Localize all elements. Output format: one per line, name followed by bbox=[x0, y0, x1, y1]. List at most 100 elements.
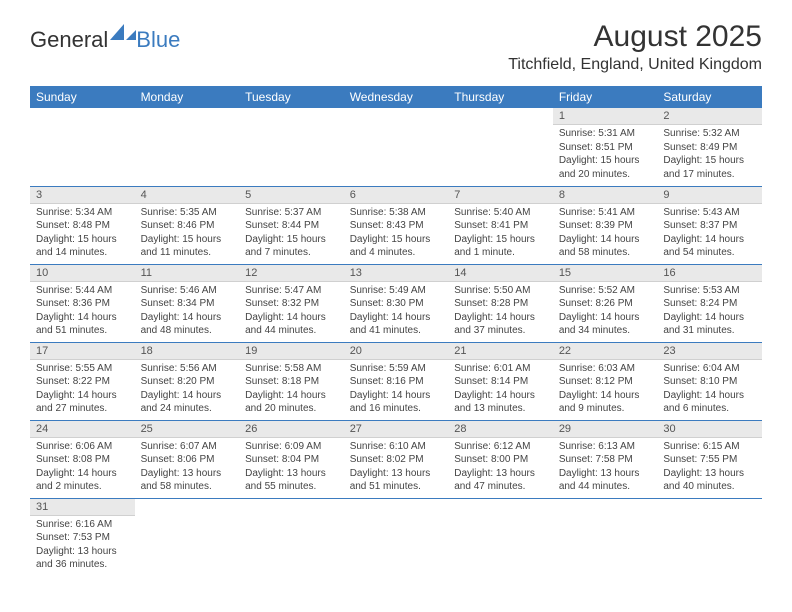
day-number: 14 bbox=[448, 265, 553, 282]
day-number: 28 bbox=[448, 421, 553, 438]
calendar-cell: 6Sunrise: 5:38 AMSunset: 8:43 PMDaylight… bbox=[344, 186, 449, 264]
calendar-cell: 22Sunrise: 6:03 AMSunset: 8:12 PMDayligh… bbox=[553, 342, 658, 420]
logo-text-general: General bbox=[30, 27, 108, 53]
day-number: 31 bbox=[30, 499, 135, 516]
calendar-cell: 5Sunrise: 5:37 AMSunset: 8:44 PMDaylight… bbox=[239, 186, 344, 264]
calendar-cell: 9Sunrise: 5:43 AMSunset: 8:37 PMDaylight… bbox=[657, 186, 762, 264]
day-data: Sunrise: 5:53 AMSunset: 8:24 PMDaylight:… bbox=[657, 282, 762, 342]
calendar-cell bbox=[553, 498, 658, 576]
day-data: Sunrise: 6:16 AMSunset: 7:53 PMDaylight:… bbox=[30, 516, 135, 576]
day-number: 10 bbox=[30, 265, 135, 282]
calendar-cell: 4Sunrise: 5:35 AMSunset: 8:46 PMDaylight… bbox=[135, 186, 240, 264]
calendar-cell: 25Sunrise: 6:07 AMSunset: 8:06 PMDayligh… bbox=[135, 420, 240, 498]
title-block: August 2025 Titchfield, England, United … bbox=[508, 20, 762, 74]
day-data: Sunrise: 6:12 AMSunset: 8:00 PMDaylight:… bbox=[448, 438, 553, 498]
day-data: Sunrise: 6:15 AMSunset: 7:55 PMDaylight:… bbox=[657, 438, 762, 498]
day-data: Sunrise: 5:35 AMSunset: 8:46 PMDaylight:… bbox=[135, 204, 240, 264]
logo-sail-icon bbox=[110, 24, 136, 45]
calendar-cell: 11Sunrise: 5:46 AMSunset: 8:34 PMDayligh… bbox=[135, 264, 240, 342]
calendar-cell: 21Sunrise: 6:01 AMSunset: 8:14 PMDayligh… bbox=[448, 342, 553, 420]
calendar-cell: 19Sunrise: 5:58 AMSunset: 8:18 PMDayligh… bbox=[239, 342, 344, 420]
day-number: 12 bbox=[239, 265, 344, 282]
day-data: Sunrise: 6:01 AMSunset: 8:14 PMDaylight:… bbox=[448, 360, 553, 420]
day-data: Sunrise: 5:52 AMSunset: 8:26 PMDaylight:… bbox=[553, 282, 658, 342]
weekday-header: Wednesday bbox=[344, 86, 449, 108]
day-data: Sunrise: 5:43 AMSunset: 8:37 PMDaylight:… bbox=[657, 204, 762, 264]
calendar-cell: 12Sunrise: 5:47 AMSunset: 8:32 PMDayligh… bbox=[239, 264, 344, 342]
day-data: Sunrise: 5:31 AMSunset: 8:51 PMDaylight:… bbox=[553, 125, 658, 185]
day-data: Sunrise: 5:44 AMSunset: 8:36 PMDaylight:… bbox=[30, 282, 135, 342]
calendar-cell: 2Sunrise: 5:32 AMSunset: 8:49 PMDaylight… bbox=[657, 108, 762, 186]
day-number: 4 bbox=[135, 187, 240, 204]
day-number: 17 bbox=[30, 343, 135, 360]
calendar-table: SundayMondayTuesdayWednesdayThursdayFrid… bbox=[30, 86, 762, 576]
weekday-header: Friday bbox=[553, 86, 658, 108]
day-data: Sunrise: 5:56 AMSunset: 8:20 PMDaylight:… bbox=[135, 360, 240, 420]
header: General Blue August 2025 Titchfield, Eng… bbox=[30, 20, 762, 74]
calendar-cell: 24Sunrise: 6:06 AMSunset: 8:08 PMDayligh… bbox=[30, 420, 135, 498]
day-number: 19 bbox=[239, 343, 344, 360]
day-data: Sunrise: 5:34 AMSunset: 8:48 PMDaylight:… bbox=[30, 204, 135, 264]
calendar-cell: 14Sunrise: 5:50 AMSunset: 8:28 PMDayligh… bbox=[448, 264, 553, 342]
day-data: Sunrise: 6:04 AMSunset: 8:10 PMDaylight:… bbox=[657, 360, 762, 420]
calendar-cell: 31Sunrise: 6:16 AMSunset: 7:53 PMDayligh… bbox=[30, 498, 135, 576]
calendar-cell bbox=[239, 108, 344, 186]
calendar-cell: 8Sunrise: 5:41 AMSunset: 8:39 PMDaylight… bbox=[553, 186, 658, 264]
calendar-cell bbox=[344, 498, 449, 576]
calendar-cell: 10Sunrise: 5:44 AMSunset: 8:36 PMDayligh… bbox=[30, 264, 135, 342]
day-data: Sunrise: 5:55 AMSunset: 8:22 PMDaylight:… bbox=[30, 360, 135, 420]
calendar-cell: 1Sunrise: 5:31 AMSunset: 8:51 PMDaylight… bbox=[553, 108, 658, 186]
calendar-cell: 26Sunrise: 6:09 AMSunset: 8:04 PMDayligh… bbox=[239, 420, 344, 498]
day-number: 3 bbox=[30, 187, 135, 204]
day-data: Sunrise: 5:41 AMSunset: 8:39 PMDaylight:… bbox=[553, 204, 658, 264]
calendar-cell: 18Sunrise: 5:56 AMSunset: 8:20 PMDayligh… bbox=[135, 342, 240, 420]
day-number: 25 bbox=[135, 421, 240, 438]
weekday-header: Tuesday bbox=[239, 86, 344, 108]
calendar-cell: 3Sunrise: 5:34 AMSunset: 8:48 PMDaylight… bbox=[30, 186, 135, 264]
day-number: 26 bbox=[239, 421, 344, 438]
day-data: Sunrise: 5:50 AMSunset: 8:28 PMDaylight:… bbox=[448, 282, 553, 342]
day-number: 21 bbox=[448, 343, 553, 360]
calendar-cell bbox=[135, 108, 240, 186]
day-data: Sunrise: 6:07 AMSunset: 8:06 PMDaylight:… bbox=[135, 438, 240, 498]
day-number: 16 bbox=[657, 265, 762, 282]
day-number: 11 bbox=[135, 265, 240, 282]
location-text: Titchfield, England, United Kingdom bbox=[508, 56, 762, 74]
day-data: Sunrise: 6:10 AMSunset: 8:02 PMDaylight:… bbox=[344, 438, 449, 498]
day-number: 29 bbox=[553, 421, 658, 438]
calendar-cell: 16Sunrise: 5:53 AMSunset: 8:24 PMDayligh… bbox=[657, 264, 762, 342]
day-number: 8 bbox=[553, 187, 658, 204]
day-data: Sunrise: 5:47 AMSunset: 8:32 PMDaylight:… bbox=[239, 282, 344, 342]
day-data: Sunrise: 5:49 AMSunset: 8:30 PMDaylight:… bbox=[344, 282, 449, 342]
calendar-cell: 30Sunrise: 6:15 AMSunset: 7:55 PMDayligh… bbox=[657, 420, 762, 498]
day-number: 23 bbox=[657, 343, 762, 360]
day-number: 7 bbox=[448, 187, 553, 204]
day-data: Sunrise: 5:59 AMSunset: 8:16 PMDaylight:… bbox=[344, 360, 449, 420]
logo-text-blue: Blue bbox=[136, 27, 180, 53]
day-number: 5 bbox=[239, 187, 344, 204]
day-number: 22 bbox=[553, 343, 658, 360]
day-number: 20 bbox=[344, 343, 449, 360]
day-number: 2 bbox=[657, 108, 762, 125]
weekday-header: Saturday bbox=[657, 86, 762, 108]
day-number: 27 bbox=[344, 421, 449, 438]
calendar-body: 1Sunrise: 5:31 AMSunset: 8:51 PMDaylight… bbox=[30, 108, 762, 576]
calendar-cell bbox=[657, 498, 762, 576]
calendar-cell bbox=[135, 498, 240, 576]
calendar-cell bbox=[239, 498, 344, 576]
logo: General Blue bbox=[30, 24, 180, 55]
calendar-cell: 13Sunrise: 5:49 AMSunset: 8:30 PMDayligh… bbox=[344, 264, 449, 342]
day-data: Sunrise: 6:03 AMSunset: 8:12 PMDaylight:… bbox=[553, 360, 658, 420]
page-title: August 2025 bbox=[508, 20, 762, 54]
calendar-cell bbox=[448, 498, 553, 576]
day-data: Sunrise: 5:58 AMSunset: 8:18 PMDaylight:… bbox=[239, 360, 344, 420]
day-data: Sunrise: 6:09 AMSunset: 8:04 PMDaylight:… bbox=[239, 438, 344, 498]
calendar-cell: 15Sunrise: 5:52 AMSunset: 8:26 PMDayligh… bbox=[553, 264, 658, 342]
weekday-header: Monday bbox=[135, 86, 240, 108]
calendar-cell bbox=[448, 108, 553, 186]
calendar-cell bbox=[344, 108, 449, 186]
day-data: Sunrise: 6:06 AMSunset: 8:08 PMDaylight:… bbox=[30, 438, 135, 498]
day-data: Sunrise: 5:40 AMSunset: 8:41 PMDaylight:… bbox=[448, 204, 553, 264]
calendar-head: SundayMondayTuesdayWednesdayThursdayFrid… bbox=[30, 86, 762, 108]
day-number: 30 bbox=[657, 421, 762, 438]
